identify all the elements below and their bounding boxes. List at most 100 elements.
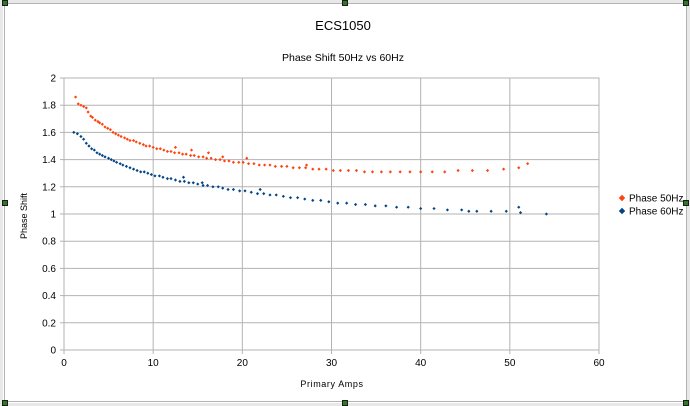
data-point-s0-13 [106,126,110,130]
data-point-s0-19 [123,136,127,140]
data-point-s0-49 [237,160,241,164]
data-point-s0-76 [430,170,434,174]
data-point-s0-89 [304,163,309,167]
resize-handle-top-left[interactable] [2,0,8,6]
data-point-s0-86 [189,148,194,152]
data-point-s1-39 [211,185,215,189]
data-point-s1-61 [363,202,367,207]
data-point-s1-4 [84,141,88,145]
gridlines [63,77,600,351]
data-point-s0-16 [114,132,118,136]
x-tick-label-6: 60 [593,358,605,369]
data-point-s0-79 [470,168,474,173]
legend-label-1: Phase 60Hz [629,207,683,218]
data-point-s0-30 [158,147,162,151]
data-point-s1-79 [258,187,262,192]
data-point-s1-46 [249,190,253,194]
data-point-s1-21 [135,168,139,173]
data-point-s0-7 [90,115,95,120]
data-point-s1-5 [87,144,91,148]
data-point-s0-82 [517,166,521,170]
data-point-s1-37 [201,183,205,188]
data-point-s1-72 [504,209,508,213]
data-point-s1-74 [544,212,548,216]
y-tick-label-9: 1.8 [42,101,56,112]
resize-handle-bottom-left[interactable] [2,400,8,406]
data-point-s1-45 [243,189,247,193]
resize-handle-bottom-right[interactable] [683,400,689,406]
data-point-s1-62 [373,204,377,208]
data-point-s0-54 [263,163,267,167]
data-point-s1-22 [139,170,143,174]
resize-handle-top-right[interactable] [683,0,689,6]
resize-handle-middle-right[interactable] [683,200,689,206]
data-point-s1-16 [118,162,122,166]
data-point-s0-27 [148,144,152,148]
data-point-s0-73 [398,170,402,174]
data-point-s1-52 [288,196,293,200]
data-point-s1-57 [327,200,331,204]
data-point-s1-29 [165,177,170,181]
data-point-s0-87 [173,145,178,149]
y-tick-label-1: 0.2 [42,318,56,329]
data-point-s0-71 [379,170,384,174]
data-point-s0-5 [86,110,90,114]
data-point-s1-40 [216,185,220,189]
data-point-s1-73 [518,211,523,215]
data-point-s1-24 [146,171,150,175]
data-point-s1-42 [226,187,230,192]
data-point-s1-71 [489,209,493,213]
data-point-s0-26 [144,144,148,148]
y-tick-label-2: 0.4 [42,291,56,302]
resize-handle-bottom-center[interactable] [342,400,348,406]
data-point-s0-69 [362,170,367,174]
data-point-s1-33 [182,179,186,183]
data-point-s1-19 [128,166,132,170]
data-point-s0-48 [231,160,236,164]
data-point-s0-65 [331,168,335,173]
resize-handle-top-center[interactable] [342,0,348,6]
x-axis-label: Primary Amps [300,379,363,389]
data-point-s1-14 [112,159,116,163]
data-point-s1-50 [274,193,278,197]
data-point-s0-50 [241,160,245,164]
data-point-s0-62 [311,167,315,171]
data-point-s0-33 [169,149,173,154]
data-point-s1-77 [200,181,204,185]
data-point-s0-56 [273,164,277,168]
data-point-s0-77 [443,170,447,174]
data-point-s1-68 [445,208,450,212]
data-point-s0-84 [206,151,211,155]
data-point-s0-11 [100,122,104,126]
data-point-s1-34 [187,181,191,185]
data-point-s0-51 [246,162,251,166]
data-point-s0-34 [172,151,177,155]
data-point-s1-30 [169,177,173,181]
y-tick-label-5: 1 [50,210,56,221]
y-tick-label-10: 2 [50,74,56,85]
data-point-s0-81 [501,167,506,171]
data-point-s0-85 [221,155,225,159]
data-point-s1-67 [432,206,436,211]
resize-handle-middle-left[interactable] [2,200,8,206]
chart-object[interactable]: ECS1050 Phase Shift 50Hz vs 60Hz Primary… [4,3,687,402]
data-point-s1-49 [268,193,272,197]
data-point-s0-52 [252,162,256,166]
data-point-s0-3 [82,104,86,109]
data-point-s1-25 [149,172,153,177]
data-point-s1-7 [92,148,96,152]
y-tick-label-8: 1.6 [42,128,56,139]
data-point-s0-66 [338,168,343,173]
data-point-s0-41 [201,155,205,159]
data-point-s1-69 [460,208,464,212]
data-point-s0-22 [131,138,136,143]
data-point-s0-29 [155,147,159,151]
data-point-s0-17 [116,133,120,137]
data-point-s0-47 [227,159,231,163]
data-point-s1-2 [79,134,83,139]
data-point-s0-9 [96,119,100,124]
data-point-s1-0 [72,130,76,134]
x-tick-label-3: 30 [326,358,338,369]
data-point-s0-68 [354,168,359,173]
